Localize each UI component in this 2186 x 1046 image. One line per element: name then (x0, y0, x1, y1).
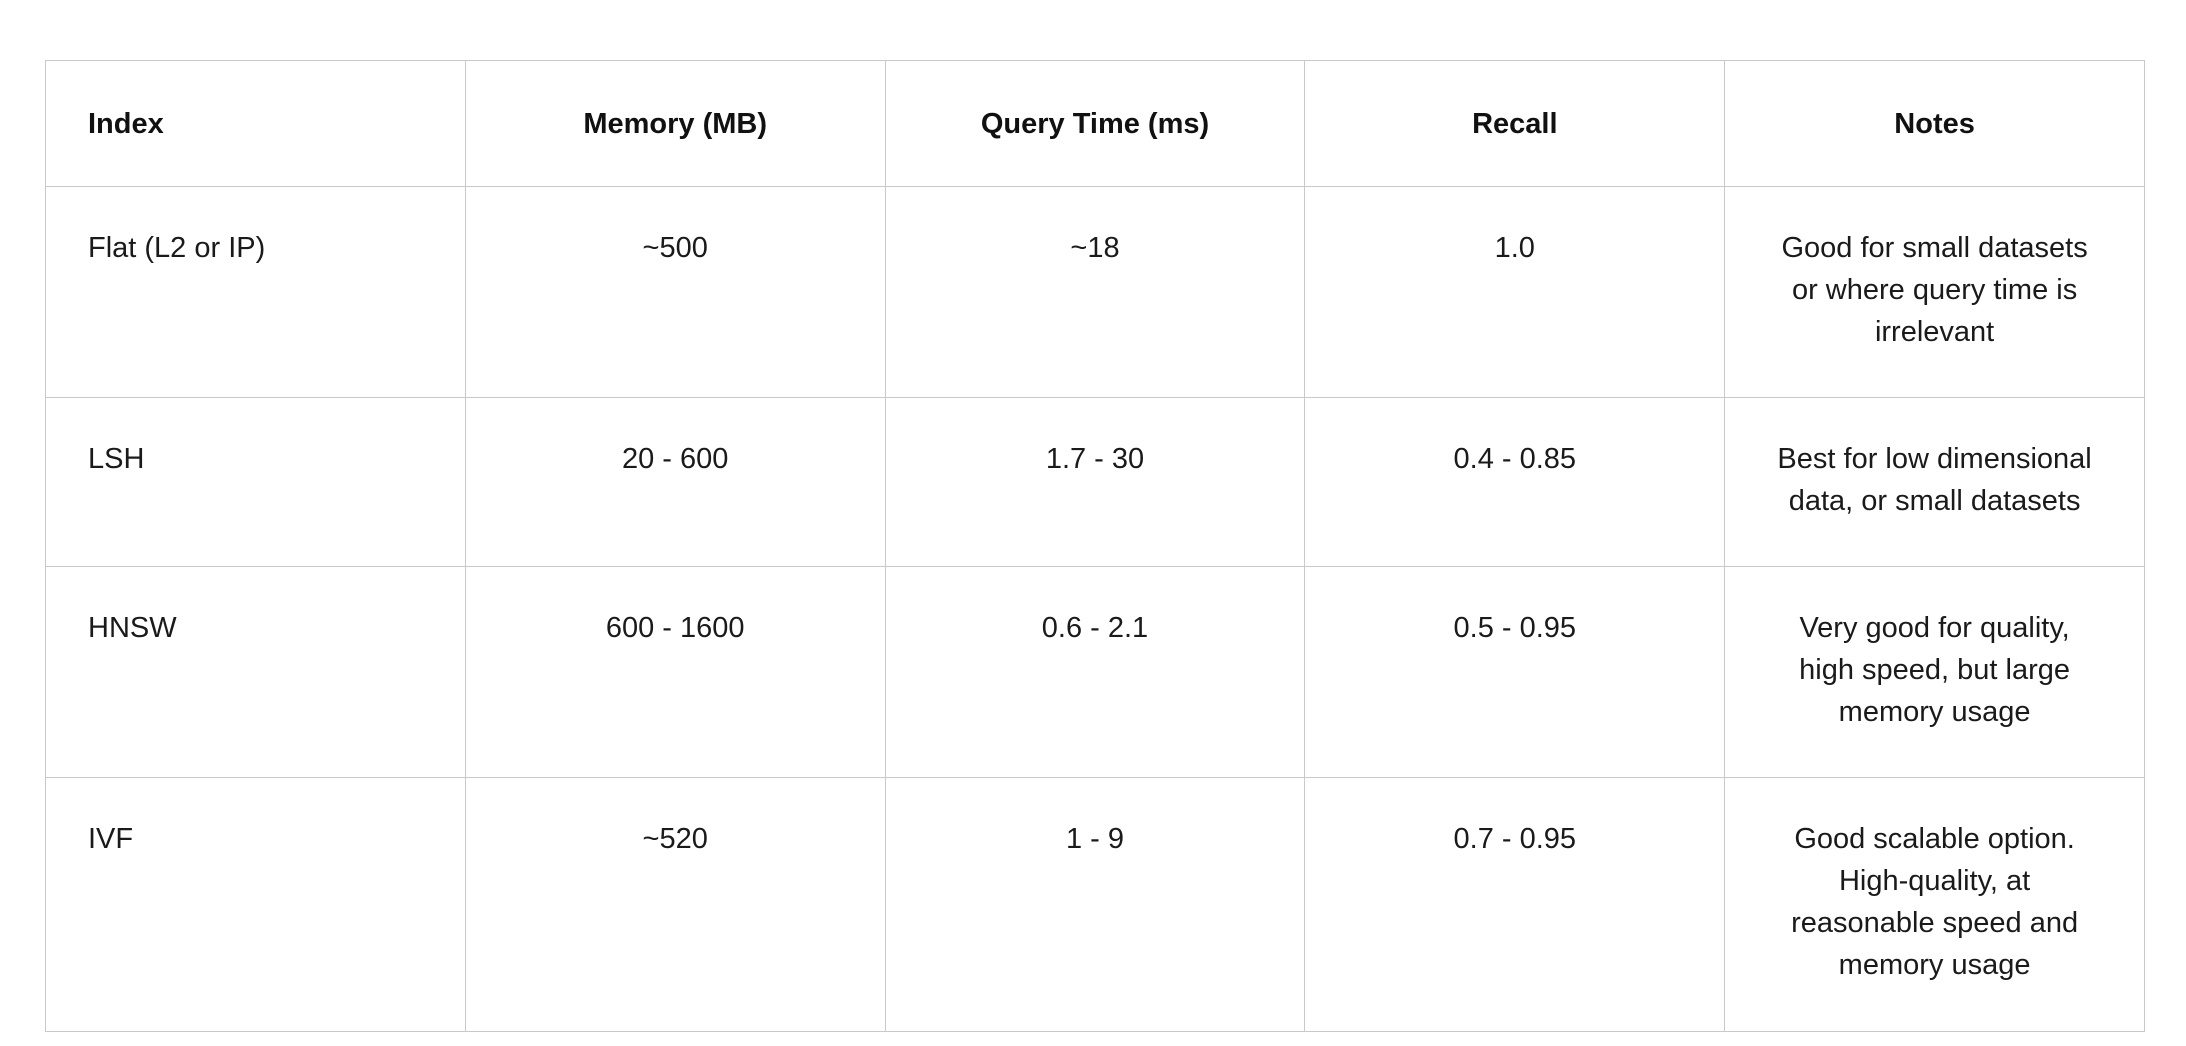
cell-recall: 0.4 - 0.85 (1304, 397, 1726, 567)
table-row: HNSW 600 - 1600 0.6 - 2.1 0.5 - 0.95 Ver… (45, 566, 2145, 778)
cell-recall: 1.0 (1304, 186, 1726, 398)
header-index: Index (45, 60, 466, 187)
cell-notes: Good for small datasets or where query t… (1724, 186, 2145, 398)
cell-memory: ~500 (464, 186, 886, 398)
header-memory: Memory (MB) (464, 60, 886, 187)
cell-index: HNSW (45, 566, 466, 778)
cell-memory: ~520 (464, 777, 886, 1032)
cell-memory: 20 - 600 (464, 397, 886, 567)
header-recall: Recall (1304, 60, 1726, 187)
cell-query-time: ~18 (884, 186, 1306, 398)
cell-memory: 600 - 1600 (464, 566, 886, 778)
table-header-row: Index Memory (MB) Query Time (ms) Recall… (45, 60, 2145, 187)
cell-notes: Good scalable option. High-quality, at r… (1724, 777, 2145, 1032)
cell-query-time: 0.6 - 2.1 (884, 566, 1306, 778)
cell-notes: Best for low dimensional data, or small … (1724, 397, 2145, 567)
index-comparison-table: Index Memory (MB) Query Time (ms) Recall… (45, 60, 2145, 1032)
cell-index: IVF (45, 777, 466, 1032)
cell-index: Flat (L2 or IP) (45, 186, 466, 398)
table-row: Flat (L2 or IP) ~500 ~18 1.0 Good for sm… (45, 186, 2145, 398)
cell-notes: Very good for quality, high speed, but l… (1724, 566, 2145, 778)
cell-query-time: 1.7 - 30 (884, 397, 1306, 567)
cell-index: LSH (45, 397, 466, 567)
cell-query-time: 1 - 9 (884, 777, 1306, 1032)
cell-recall: 0.5 - 0.95 (1304, 566, 1726, 778)
header-query-time: Query Time (ms) (884, 60, 1306, 187)
cell-recall: 0.7 - 0.95 (1304, 777, 1726, 1032)
comparison-table-container: Index Memory (MB) Query Time (ms) Recall… (45, 60, 2145, 1032)
table-row: IVF ~520 1 - 9 0.7 - 0.95 Good scalable … (45, 777, 2145, 1032)
table-row: LSH 20 - 600 1.7 - 30 0.4 - 0.85 Best fo… (45, 397, 2145, 567)
header-notes: Notes (1724, 60, 2145, 187)
